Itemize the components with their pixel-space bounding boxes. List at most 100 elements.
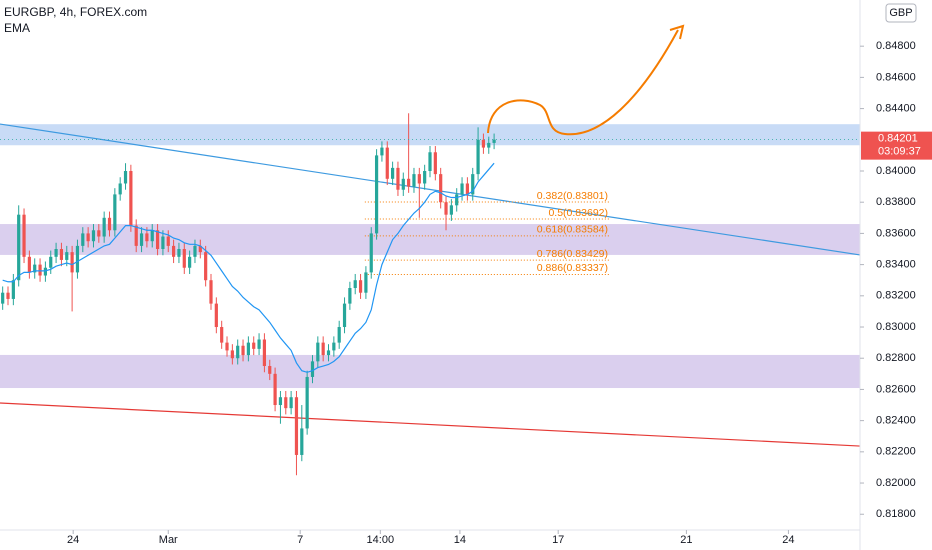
- candle-body: [155, 230, 160, 250]
- fib-label: 0.786(0.83429): [537, 248, 608, 260]
- candle-body: [278, 397, 283, 406]
- candle-body: [444, 202, 448, 215]
- candle-body: [353, 280, 357, 289]
- candle-body: [321, 342, 325, 356]
- candle-body: [65, 252, 69, 260]
- currency-label: GBP: [889, 7, 912, 19]
- candle-body: [380, 147, 384, 156]
- candle-body: [465, 183, 469, 195]
- y-tick-label: 0.83800: [876, 196, 916, 208]
- y-tick-label: 0.83400: [876, 259, 916, 271]
- candle-body: [396, 167, 400, 190]
- x-tick-label: 24: [67, 534, 79, 546]
- candle-body: [75, 245, 80, 273]
- candle-body: [54, 249, 58, 257]
- symbol-title: EURGBP, 4h, FOREX.com: [4, 5, 147, 19]
- candle-body: [209, 280, 213, 304]
- candle-body: [22, 214, 26, 257]
- x-tick-label: 14: [454, 534, 466, 546]
- candle-body: [97, 230, 101, 237]
- candle-body: [225, 342, 229, 351]
- y-tick-label: 0.84000: [876, 165, 916, 177]
- candle-body: [38, 264, 42, 276]
- y-tick-label: 0.82800: [876, 352, 916, 364]
- candle-body: [204, 252, 208, 281]
- candle-body: [326, 350, 331, 356]
- y-tick-label: 0.82600: [876, 383, 916, 395]
- candle-body: [86, 233, 90, 242]
- y-tick-label: 0.84400: [876, 102, 916, 114]
- candle-body: [81, 233, 85, 246]
- candle-body: [385, 147, 389, 179]
- candle-body: [455, 194, 459, 206]
- candle-body: [369, 233, 373, 273]
- x-tick-label: 14:00: [367, 534, 395, 546]
- x-tick-label: 7: [297, 534, 303, 546]
- candle-body: [332, 342, 336, 351]
- candle-body: [27, 256, 31, 273]
- candle-body: [476, 139, 480, 175]
- candle-body: [284, 397, 288, 409]
- zone: [0, 124, 860, 146]
- x-tick-label: 21: [680, 534, 692, 546]
- candle-body: [59, 249, 64, 260]
- candle-body: [102, 217, 106, 237]
- y-tick-label: 0.82200: [876, 446, 916, 458]
- candle-body: [236, 345, 240, 359]
- candle-body: [423, 170, 427, 184]
- candle-body: [161, 236, 165, 250]
- candle-body: [123, 170, 128, 184]
- candle-body: [129, 170, 133, 226]
- currency-badge[interactable]: [885, 3, 917, 23]
- candle-body: [139, 233, 144, 246]
- candle-body: [241, 345, 245, 356]
- trendline: [0, 123, 861, 256]
- candle-body: [300, 428, 304, 455]
- candle-body: [198, 245, 202, 253]
- candle-body: [172, 245, 176, 257]
- candle-body: [145, 233, 149, 242]
- candle-body: [182, 249, 186, 268]
- zone: [0, 354, 860, 389]
- candle-body: [412, 174, 416, 187]
- y-tick-label: 0.82400: [876, 415, 916, 427]
- last-price-badge: [861, 131, 932, 160]
- y-tick-label: 0.83000: [876, 321, 916, 333]
- candle-body: [471, 174, 475, 195]
- candle-body: [214, 303, 218, 328]
- candle-body: [492, 139, 496, 143]
- fib-label: 0.618(0.83584): [537, 224, 608, 236]
- candle-body: [316, 342, 320, 362]
- candle-body: [310, 361, 315, 377]
- candle-body: [305, 376, 309, 429]
- y-tick-label: 0.84600: [876, 71, 916, 83]
- indicator-name: EMA: [4, 21, 30, 35]
- candle-body: [150, 230, 154, 242]
- candle-body: [193, 245, 197, 257]
- candle-body: [6, 292, 10, 299]
- candle-body: [134, 225, 138, 246]
- y-tick-label: 0.84800: [876, 40, 916, 52]
- candle-body: [481, 139, 486, 148]
- candle-body: [487, 142, 491, 148]
- candle-body: [294, 397, 299, 455]
- candle-body: [230, 350, 234, 359]
- candle-body: [417, 174, 421, 184]
- countdown-label: 03:09:37: [878, 146, 921, 158]
- candle-body: [364, 272, 368, 293]
- candle-body: [342, 303, 347, 328]
- candle-body: [70, 252, 74, 273]
- x-tick-label: 17: [552, 534, 564, 546]
- candle-body: [273, 373, 277, 406]
- y-tick-label: 0.82000: [876, 477, 916, 489]
- trendline: [0, 402, 861, 447]
- candle-body: [374, 155, 379, 234]
- candle-body: [107, 217, 112, 231]
- candle-body: [17, 214, 21, 281]
- forecast-drawing: [487, 29, 679, 136]
- candle-body: [401, 178, 405, 190]
- candle-body: [252, 342, 256, 349]
- candle-body: [337, 327, 341, 343]
- candle-body: [257, 339, 261, 349]
